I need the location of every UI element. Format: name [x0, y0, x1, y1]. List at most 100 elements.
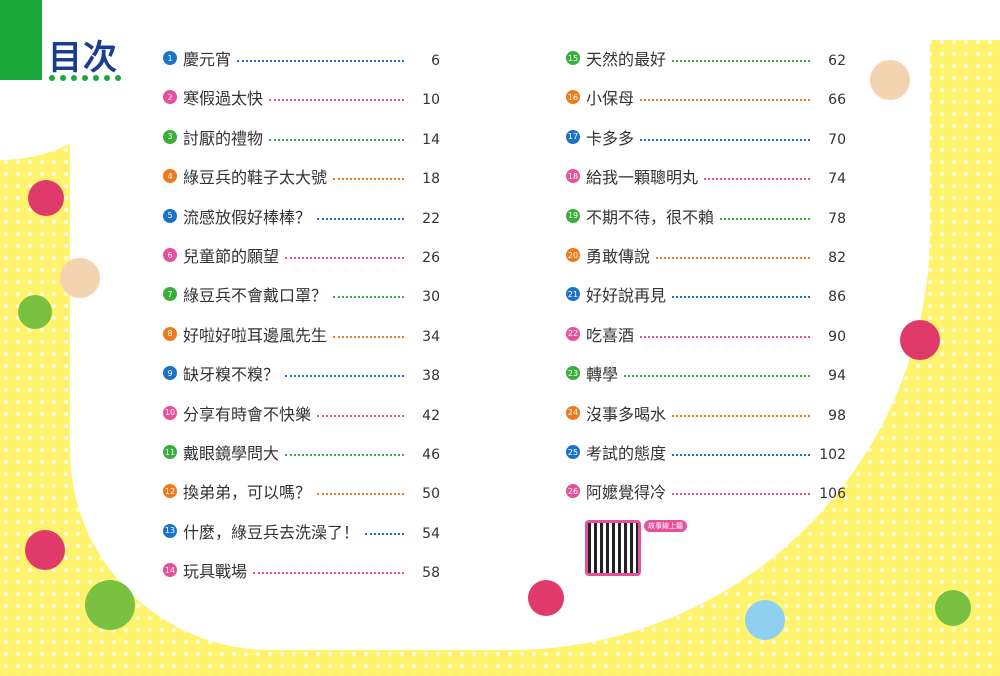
toc-entry[interactable]: 11 戴眼鏡學問大 46	[163, 440, 440, 464]
chapter-title: 兒童節的願望	[183, 247, 280, 266]
page-number: 50	[422, 486, 440, 503]
toc-entry[interactable]: 7 綠豆兵不會戴口罩？ 30	[163, 282, 440, 306]
dot-leader	[333, 335, 404, 338]
page-number: 34	[422, 328, 440, 345]
page-number: 54	[422, 525, 440, 542]
toc-entry[interactable]: 13 什麼，綠豆兵去洗澡了！ 54	[163, 519, 440, 543]
chapter-title: 好好說再見	[586, 286, 667, 306]
page-number: 82	[828, 250, 846, 266]
dot-leader	[317, 414, 404, 417]
page-number: 14	[422, 131, 440, 148]
dot-leader	[640, 335, 810, 338]
toc-entry[interactable]: 3 討厭的禮物 14	[163, 125, 440, 149]
chapter-number-badge: 19	[566, 208, 580, 223]
page-number: 86	[828, 289, 846, 306]
toc-entry[interactable]: 20 勇敢傳說 82	[566, 243, 846, 267]
page-number: 66	[828, 92, 846, 109]
toc-entry[interactable]: 26 阿嬤覺得冷 106	[566, 479, 846, 503]
toc-entry[interactable]: 4 綠豆兵的鞋子太大號 18	[163, 164, 440, 188]
dot-leader	[720, 217, 810, 220]
cartoon-character-green-2	[85, 580, 135, 630]
toc-entry[interactable]: 23 轉學 94	[566, 361, 846, 385]
dot-leader	[333, 296, 404, 299]
toc-entry[interactable]: 14 玩具戰場 58	[163, 558, 440, 582]
chapter-number-badge: 21	[566, 287, 580, 302]
page-number: 18	[422, 171, 440, 188]
chapter-number-badge: 22	[566, 326, 580, 341]
dot-leader	[704, 178, 810, 181]
chapter-number-badge: 11	[163, 445, 177, 459]
toc-entry[interactable]: 9 缺牙糗不糗？ 38	[163, 361, 440, 385]
page-background-top	[0, 0, 1000, 40]
toc-entry[interactable]: 5 流感放假好棒棒？ 22	[163, 204, 440, 228]
page-number: 74	[828, 171, 846, 188]
chapter-number-badge: 15	[566, 51, 580, 65]
page-number: 70	[828, 131, 846, 148]
dot-leader	[253, 572, 404, 575]
toc-entry[interactable]: 2 寒假過太快 10	[163, 85, 440, 109]
chapter-title: 考試的態度	[586, 444, 667, 463]
dot-leader	[624, 375, 810, 378]
chapter-number-badge: 1	[163, 51, 177, 65]
page-title: 目次	[48, 38, 118, 78]
chapter-title: 缺牙糗不糗？	[183, 365, 280, 385]
chapter-number-badge: 8	[163, 326, 177, 341]
dot-leader	[672, 296, 810, 299]
chapter-number-badge: 6	[163, 248, 177, 262]
toc-entry[interactable]: 19 不期不待，很不賴 78	[566, 204, 846, 228]
toc-entry[interactable]: 15 天然的最好 62	[566, 46, 846, 70]
page-number: 6	[431, 53, 440, 69]
chapter-number-badge: 25	[566, 445, 580, 459]
cartoon-character-pair	[900, 320, 940, 360]
dot-leader	[672, 493, 810, 496]
toc-entry[interactable]: 17 卡多多 70	[566, 125, 846, 149]
page-number: 22	[422, 210, 440, 227]
cartoon-character-green	[18, 295, 52, 329]
green-tab	[0, 0, 42, 80]
dot-leader	[333, 178, 404, 181]
toc-entry[interactable]: 6 兒童節的願望 26	[163, 243, 440, 267]
dot-leader	[640, 138, 810, 141]
dot-leader	[317, 217, 404, 220]
chapter-number-badge: 4	[163, 169, 177, 184]
qr-code[interactable]	[585, 520, 641, 576]
page-number: 42	[422, 407, 440, 424]
toc-entry[interactable]: 18 給我一顆聰明丸 74	[566, 164, 846, 188]
chapter-title: 轉學	[586, 365, 619, 385]
chapter-title: 討厭的禮物	[183, 128, 264, 148]
page-number: 62	[828, 53, 846, 69]
dot-leader	[237, 60, 404, 62]
page-number: 58	[422, 565, 440, 582]
toc-entry[interactable]: 24 沒事多喝水 98	[566, 401, 846, 425]
chapter-number-badge: 23	[566, 366, 580, 381]
toc-entry[interactable]: 12 換弟弟，可以嗎？ 50	[163, 479, 440, 503]
dot-leader	[269, 138, 404, 141]
chapter-number-badge: 2	[163, 90, 177, 105]
toc-entry[interactable]: 10 分享有時會不快樂 42	[163, 401, 440, 425]
page-background	[70, 0, 930, 650]
page-number: 26	[422, 250, 440, 266]
toc-entry[interactable]: 8 好啦好啦耳邊風先生 34	[163, 322, 440, 346]
chapter-title: 沒事多喝水	[586, 404, 667, 424]
chapter-number-badge: 3	[163, 129, 177, 144]
chapter-number-badge: 14	[163, 563, 177, 578]
dot-leader	[365, 532, 404, 535]
toc-entry[interactable]: 16 小保母 66	[566, 85, 846, 109]
chapter-title: 天然的最好	[586, 50, 667, 69]
dot-leader	[285, 375, 404, 378]
toc-entry[interactable]: 21 好好說再見 86	[566, 282, 846, 306]
toc-entry[interactable]: 1 慶元宵 6	[163, 46, 440, 70]
cartoon-character-dad-2	[870, 60, 910, 100]
chapter-title: 綠豆兵不會戴口罩？	[183, 286, 328, 306]
chapter-title: 勇敢傳說	[586, 247, 651, 266]
chapter-title: 玩具戰場	[183, 562, 248, 582]
chapter-title: 寒假過太快	[183, 89, 264, 109]
toc-entry[interactable]: 22 吃喜酒 90	[566, 322, 846, 346]
toc-entry[interactable]: 25 考試的態度 102	[566, 440, 846, 464]
dot-leader	[656, 257, 810, 259]
chapter-title: 卡多多	[586, 128, 635, 148]
chapter-title: 吃喜酒	[586, 325, 635, 345]
page-number: 78	[828, 210, 846, 227]
page-number: 38	[422, 368, 440, 385]
dot-leader	[640, 99, 810, 102]
